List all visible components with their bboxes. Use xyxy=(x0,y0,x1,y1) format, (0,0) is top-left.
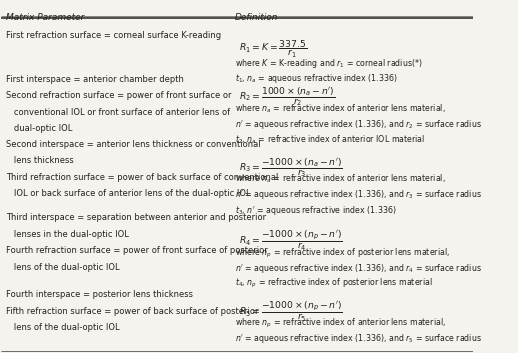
Text: $t_1$, $n_a$ = aqueous refractive index (1.336): $t_1$, $n_a$ = aqueous refractive index … xyxy=(235,72,397,85)
Text: Fifth refraction surface = power of back surface of posterior: Fifth refraction surface = power of back… xyxy=(6,307,258,316)
Text: conventional IOL or front surface of anterior lens of: conventional IOL or front surface of ant… xyxy=(6,108,230,117)
Text: lens of the dual-optic IOL: lens of the dual-optic IOL xyxy=(6,263,120,272)
Text: Definition: Definition xyxy=(235,13,278,22)
Text: Third refraction surface = power of back surface of conventional: Third refraction surface = power of back… xyxy=(6,173,279,182)
Text: where $n_p$ = refractive index of anterior lens material,: where $n_p$ = refractive index of anteri… xyxy=(235,317,445,330)
Text: where $n_a$ = refractive index of anterior lens material,: where $n_a$ = refractive index of anteri… xyxy=(235,173,445,185)
Text: Second refraction surface = power of front surface or: Second refraction surface = power of fro… xyxy=(6,91,232,100)
Text: where $K$ = K-reading and $r_1$ = corneal radius(*): where $K$ = K-reading and $r_1$ = cornea… xyxy=(235,57,422,70)
Text: $R_5 = \dfrac{-1000 \times (n_p - n^{\prime})}{r_5}$: $R_5 = \dfrac{-1000 \times (n_p - n^{\pr… xyxy=(239,300,343,324)
Text: Second interspace = anterior lens thickness or conventional: Second interspace = anterior lens thickn… xyxy=(6,140,261,149)
Text: lenses in the dual-optic IOL: lenses in the dual-optic IOL xyxy=(6,230,129,239)
Text: $n^{\prime}$ = aqueous refractive index (1.336), and $r_4$ = surface radius: $n^{\prime}$ = aqueous refractive index … xyxy=(235,262,481,275)
Text: IOL or back surface of anterior lens of the dual-optic IOL: IOL or back surface of anterior lens of … xyxy=(6,189,251,198)
Text: $t_2$, $n_a$ = refractive index of anterior IOL material: $t_2$, $n_a$ = refractive index of anter… xyxy=(235,133,425,145)
Text: where $n_a$ = refractive index of anterior lens material,: where $n_a$ = refractive index of anteri… xyxy=(235,102,445,115)
Text: Fourth refraction surface = power of front surface of posterior: Fourth refraction surface = power of fro… xyxy=(6,246,268,255)
Text: Third interspace = separation between anterior and posterior: Third interspace = separation between an… xyxy=(6,213,266,222)
Text: First refraction surface = corneal surface K-reading: First refraction surface = corneal surfa… xyxy=(6,31,221,40)
Text: where $n_p$ = refractive index of posterior lens material,: where $n_p$ = refractive index of poster… xyxy=(235,246,450,260)
Text: dual-optic IOL: dual-optic IOL xyxy=(6,124,73,133)
Text: $R_4 = \dfrac{-1000 \times (n_p - n^{\prime})}{r_4}$: $R_4 = \dfrac{-1000 \times (n_p - n^{\pr… xyxy=(239,229,343,253)
Text: $R_1 = K=\dfrac{337.5}{r_1}$: $R_1 = K=\dfrac{337.5}{r_1}$ xyxy=(239,38,307,60)
Text: $t_3$, $n^{\prime}$ = aqueous refractive index (1.336): $t_3$, $n^{\prime}$ = aqueous refractive… xyxy=(235,204,396,217)
Text: Fourth interspace = posterior lens thickness: Fourth interspace = posterior lens thick… xyxy=(6,290,193,299)
Text: lens of the dual-optic IOL: lens of the dual-optic IOL xyxy=(6,323,120,332)
Text: $n^{\prime}$ = aqueous refractive index (1.336), and $r_3$ = surface radius: $n^{\prime}$ = aqueous refractive index … xyxy=(235,189,481,202)
Text: $n^{\prime}$ = aqueous refractive index (1.336), and $r_2$ = surface radius: $n^{\prime}$ = aqueous refractive index … xyxy=(235,118,481,131)
Text: lens thickness: lens thickness xyxy=(6,156,74,165)
Text: $t_4$, $n_p$ = refractive index of posterior lens material: $t_4$, $n_p$ = refractive index of poste… xyxy=(235,277,433,291)
Text: $n^{\prime}$ = aqueous refractive index (1.336), and $r_5$ = surface radius: $n^{\prime}$ = aqueous refractive index … xyxy=(235,332,481,345)
Text: $R_3 = \dfrac{-1000 \times (n_a - n^{\prime})}{r_3}$: $R_3 = \dfrac{-1000 \times (n_a - n^{\pr… xyxy=(239,156,343,179)
Text: $R_2 = \dfrac{1000 \times (n_a - n^{\prime})}{r_2}$: $R_2 = \dfrac{1000 \times (n_a - n^{\pri… xyxy=(239,85,335,108)
Text: First interspace = anterior chamber depth: First interspace = anterior chamber dept… xyxy=(6,75,184,84)
Text: Matrix Parameter: Matrix Parameter xyxy=(6,13,84,22)
